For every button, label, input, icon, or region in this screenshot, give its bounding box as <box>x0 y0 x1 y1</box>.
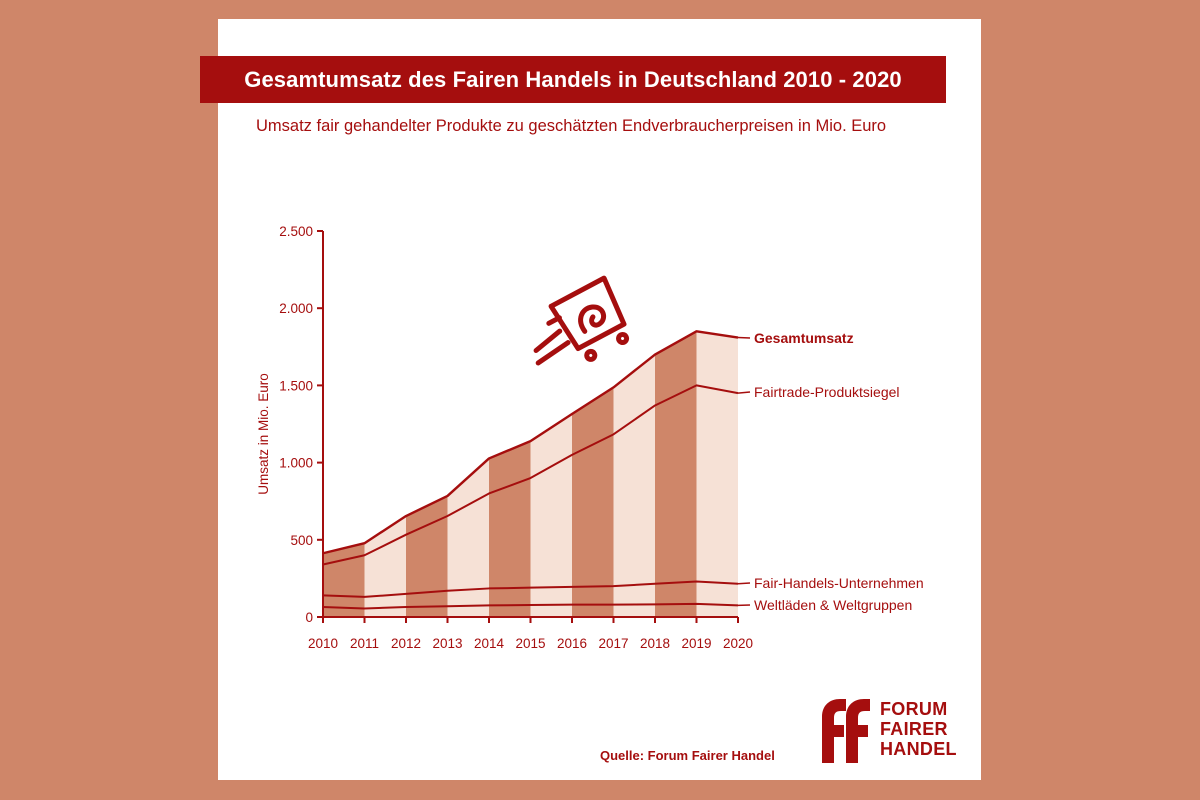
x-tick-label: 2011 <box>350 636 379 651</box>
series-label: Weltläden & Weltgruppen <box>754 597 912 613</box>
y-axis-title: Umsatz in Mio. Euro <box>256 373 271 495</box>
x-tick-label: 2017 <box>598 636 628 651</box>
y-tick-label: 500 <box>290 533 313 548</box>
x-tick-label: 2014 <box>474 636 505 651</box>
area-band <box>364 331 406 617</box>
logo-line-1: FORUM <box>880 699 948 719</box>
y-tick-label: 2.500 <box>279 224 313 239</box>
x-tick-label: 2016 <box>557 636 587 651</box>
area-band <box>489 331 531 617</box>
x-tick-label: 2019 <box>681 636 711 651</box>
x-tick-label: 2020 <box>723 636 753 651</box>
area-band <box>447 331 489 617</box>
series-label: Fairtrade-Produktsiegel <box>754 384 900 400</box>
area-band <box>696 331 738 617</box>
x-tick-label: 2013 <box>432 636 462 651</box>
area-band <box>406 331 448 617</box>
y-tick-label: 2.000 <box>279 301 313 316</box>
area-band <box>572 331 614 617</box>
logo-line-2: FAIRER <box>880 719 948 739</box>
series-label: Fair-Handels-Unternehmen <box>754 575 924 591</box>
x-tick-label: 2015 <box>515 636 545 651</box>
chart-title: Gesamtumsatz des Fairen Handels in Deuts… <box>200 56 946 103</box>
area-band <box>655 331 697 617</box>
series-label-leader <box>737 391 751 394</box>
source-note: Quelle: Forum Fairer Handel <box>600 748 775 763</box>
y-tick-label: 1.500 <box>279 378 313 393</box>
area-band <box>530 331 572 617</box>
series-label: Gesamtumsatz <box>754 330 854 346</box>
x-tick-label: 2012 <box>391 636 421 651</box>
y-tick-label: 0 <box>305 610 313 625</box>
logo-line-3: HANDEL <box>880 739 957 759</box>
series-line-2 <box>322 580 739 598</box>
logo-wordmark: FORUM FAIRER HANDEL <box>880 699 957 759</box>
series-line-0 <box>322 330 739 555</box>
series-line-1 <box>322 384 739 566</box>
x-tick-label: 2010 <box>308 636 338 651</box>
chart-subtitle: Umsatz fair gehandelter Produkte zu gesc… <box>256 117 887 135</box>
y-tick-label: 1.000 <box>279 456 313 471</box>
shopping-cart-icon <box>533 275 630 366</box>
x-tick-label: 2018 <box>640 636 670 651</box>
series-line-3 <box>322 602 739 610</box>
ff-logo-icon <box>822 699 870 763</box>
series-label-leader <box>737 582 751 585</box>
area-band <box>613 331 655 617</box>
